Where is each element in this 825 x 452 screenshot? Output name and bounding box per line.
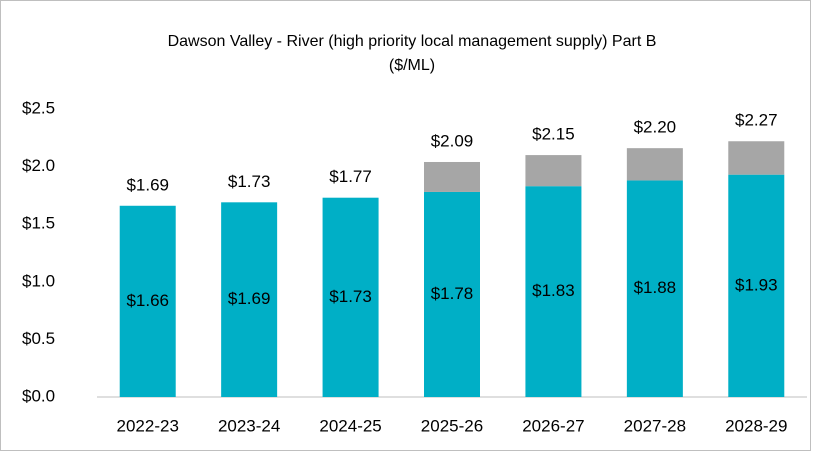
- bar-segment: [626, 148, 683, 181]
- total-label: $2.15: [532, 125, 575, 144]
- x-tick-label: 2023-24: [218, 416, 280, 435]
- y-tick-label: $0.5: [22, 329, 55, 348]
- y-tick-label: $0.0: [22, 386, 55, 405]
- total-label: $1.73: [228, 172, 271, 191]
- total-label: $1.69: [126, 175, 169, 194]
- x-tick-label: 2024-25: [319, 416, 381, 435]
- total-label: $1.77: [329, 167, 372, 186]
- chart-subtitle: ($/ML): [389, 57, 435, 74]
- bar-segment: [322, 197, 379, 397]
- bar-value-label: $1.93: [735, 275, 778, 294]
- y-tick-label: $2.5: [22, 98, 55, 117]
- bar-segment: [525, 186, 582, 397]
- x-tick-label: 2027-28: [624, 416, 686, 435]
- bar-value-label: $1.88: [634, 278, 677, 297]
- bar-value-label: $1.78: [431, 284, 474, 303]
- bar-value-label: $1.83: [532, 281, 575, 300]
- x-tick-label: 2026-27: [522, 416, 584, 435]
- y-tick-label: $2.0: [22, 156, 55, 175]
- bar-segment: [626, 180, 683, 397]
- y-tick-label: $1.0: [22, 271, 55, 290]
- x-tick-label: 2025-26: [421, 416, 483, 435]
- bar-segment: [424, 161, 480, 192]
- bar-value-label: $1.73: [329, 287, 372, 306]
- total-label: $2.09: [431, 131, 474, 150]
- bar-segment: [221, 202, 278, 397]
- bar-segment: [728, 141, 785, 175]
- chart-title: Dawson Valley - River (high priority loc…: [168, 33, 657, 50]
- bar-value-label: $1.66: [126, 291, 169, 310]
- bar-segment: [424, 191, 480, 397]
- total-label: $2.20: [634, 118, 677, 137]
- bar-segment: [728, 174, 785, 397]
- y-tick-label: $1.5: [22, 214, 55, 233]
- bar-value-label: $1.69: [228, 289, 271, 308]
- x-tick-label: 2022-23: [117, 416, 179, 435]
- x-tick-label: 2028-29: [725, 416, 787, 435]
- bar-segment: [525, 155, 582, 187]
- bar-segment: [119, 205, 176, 397]
- total-label: $2.27: [735, 111, 778, 130]
